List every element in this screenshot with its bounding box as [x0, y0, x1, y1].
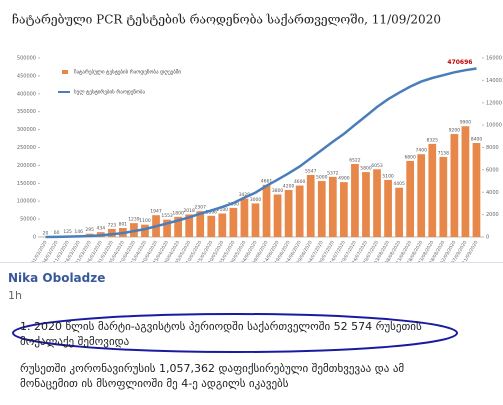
bar	[241, 199, 249, 237]
bar	[428, 144, 436, 237]
time[interactable]: 1h	[8, 289, 22, 302]
value-label: 1553	[161, 213, 173, 219]
y-tick-label: 300000	[17, 127, 36, 133]
chart-title: ჩატარებული PCR ტესტების რაოდენობა საქართ…	[12, 12, 441, 27]
post: Nika Oboladze 1h 1. 2020 წლის მარტი-აგვი…	[0, 262, 503, 405]
bar	[252, 203, 260, 237]
y2-tick-label: 14000	[486, 78, 502, 84]
value-label: 1239	[128, 217, 140, 223]
value-label: 434	[96, 226, 105, 232]
value-label: 723	[108, 222, 117, 228]
value-label: 6522	[349, 158, 361, 164]
value-label: 6800	[404, 154, 416, 160]
bar	[451, 134, 459, 237]
chart: ჩატარებული PCR ტესტების რაოდენობა საქართ…	[0, 0, 503, 262]
y-tick-label: 50000	[20, 217, 36, 223]
y2-tick-label: 10000	[486, 123, 502, 129]
bar	[417, 154, 425, 237]
bar	[473, 143, 481, 237]
bar	[351, 164, 359, 237]
y-tick-label: 150000	[17, 181, 36, 187]
y-tick-label: 400000	[17, 91, 36, 97]
y2-tick-label: 4000	[486, 190, 499, 196]
bar	[395, 188, 403, 237]
value-label: 1800	[172, 210, 184, 216]
value-label: 5000	[316, 175, 328, 181]
bar	[307, 175, 315, 237]
value-label: 1947	[150, 209, 162, 215]
y2-tick-label: 6000	[486, 167, 499, 173]
value-label: 4200	[283, 184, 295, 190]
bar	[318, 181, 326, 237]
legend-label: ჩატარებული ტესტების რაოდენობა დღეებში	[74, 69, 181, 76]
bar	[296, 186, 304, 237]
value-label: 125	[63, 229, 72, 235]
legend-swatch	[62, 70, 68, 74]
value-label: 60	[54, 230, 60, 236]
author[interactable]: Nika Oboladze	[8, 271, 105, 285]
value-label: 7158	[438, 150, 450, 156]
bar	[340, 182, 348, 237]
y-tick-label: 200000	[17, 163, 36, 169]
value-label: 6053	[371, 163, 383, 169]
value-label: 1100	[139, 218, 151, 224]
y-tick-label: 100000	[17, 199, 36, 205]
value-label: 4600	[294, 179, 306, 185]
y2-tick-label: 2000	[486, 212, 499, 218]
value-label: 8400	[471, 137, 483, 143]
value-label: 5100	[382, 173, 394, 179]
bar	[274, 194, 282, 237]
value-label: 9900	[460, 120, 472, 126]
value-label: 801	[119, 222, 128, 228]
y2-tick-label: 12000	[486, 100, 502, 106]
bar	[207, 216, 215, 237]
bar	[373, 169, 381, 237]
value-label: 4900	[338, 176, 350, 182]
value-label: 5372	[327, 170, 339, 176]
y-tick-label: 450000	[17, 73, 36, 79]
bar	[285, 190, 293, 237]
bar	[263, 185, 271, 237]
value-label: 5547	[305, 168, 317, 174]
value-label: 3800	[272, 188, 284, 194]
bar	[362, 172, 370, 237]
bar	[230, 208, 238, 237]
post-text: 1. 2020 წლის მარტი-აგვისტოს პერიოდში საქ…	[20, 319, 450, 349]
value-label: 7400	[415, 148, 427, 154]
y-tick-label: 350000	[17, 109, 36, 115]
y2-tick-label: 16000	[486, 56, 502, 62]
value-label: 146	[74, 229, 83, 235]
y-tick-label: 0	[33, 235, 36, 241]
bar	[218, 214, 226, 237]
y-tick-label: 250000	[17, 145, 36, 151]
value-label: 8325	[427, 137, 439, 143]
post-text: რუსეთში კორონავირუსის 1,057,362 დაფიქსირ…	[20, 361, 450, 391]
bar	[462, 126, 470, 237]
value-label: 2307	[194, 205, 206, 211]
bar	[406, 161, 414, 237]
value-label: 295	[85, 227, 94, 233]
y2-tick-label: 8000	[486, 145, 499, 151]
annotation: 470696	[447, 59, 472, 66]
bar	[439, 157, 447, 237]
value-label: 9200	[449, 128, 461, 134]
y-tick-label: 500000	[17, 56, 36, 62]
value-label: 20	[43, 230, 49, 236]
value-label: 5800	[360, 166, 372, 172]
value-label: 3000	[250, 197, 262, 203]
value-label: 2018	[183, 208, 195, 214]
value-label: 4405	[393, 181, 405, 187]
legend-label: სულ ტესტირების რაოდენობა	[74, 89, 146, 96]
bar	[329, 177, 337, 237]
y2-tick-label: 0	[486, 235, 489, 241]
bar	[384, 180, 392, 237]
